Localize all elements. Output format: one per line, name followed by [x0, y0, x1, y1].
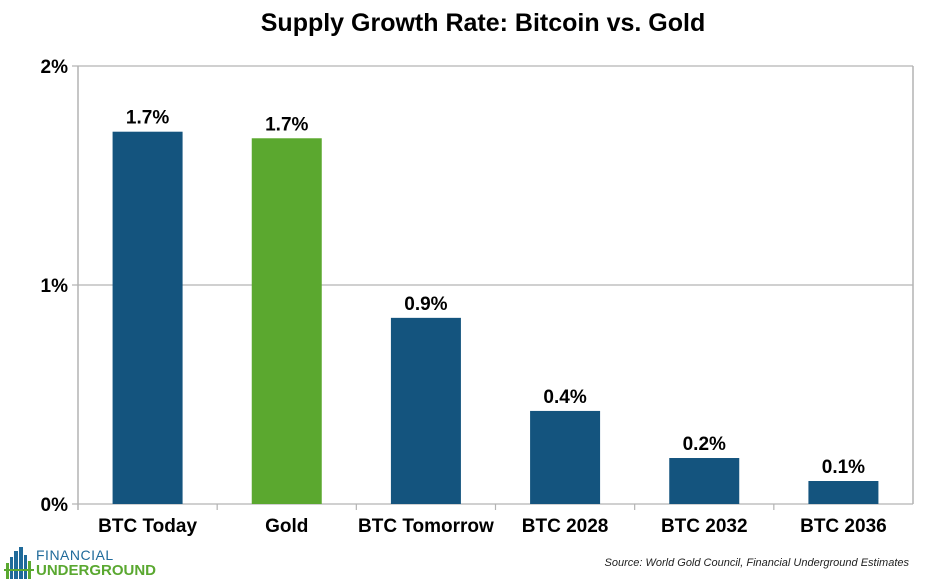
x-tick-label: BTC 2028	[522, 516, 609, 537]
financial-underground-logo: FINANCIAL UNDERGROUND	[4, 545, 156, 579]
bar	[669, 458, 740, 504]
x-tick-label: BTC Today	[98, 516, 197, 537]
source-note: Source: World Gold Council, Financial Un…	[604, 557, 909, 569]
x-tick-label: BTC 2032	[661, 516, 748, 537]
data-label: 0.4%	[543, 387, 586, 408]
y-tick-label: 0%	[41, 495, 69, 516]
data-label: 0.9%	[404, 294, 447, 315]
data-label: 0.2%	[683, 434, 726, 455]
y-tick-label: 2%	[41, 57, 69, 78]
bars	[112, 131, 879, 504]
logo-text-underground: UNDERGROUND	[36, 562, 156, 579]
y-tick-label: 1%	[41, 276, 69, 297]
chart-title: Supply Growth Rate: Bitcoin vs. Gold	[261, 9, 705, 37]
bar	[112, 131, 183, 504]
data-label: 0.1%	[822, 457, 865, 478]
data-label: 1.7%	[126, 108, 169, 129]
data-label: 1.7%	[265, 114, 308, 135]
x-tick-label: Gold	[265, 516, 308, 537]
gridlines	[72, 65, 914, 510]
x-tick-label: BTC Tomorrow	[358, 516, 494, 537]
x-axis-labels: BTC Today Gold BTC Tomorrow BTC 2028 BTC 203…	[98, 516, 887, 537]
bar	[251, 138, 322, 504]
skyline-icon	[4, 547, 34, 579]
data-labels: 1.7% 1.7% 0.9% 0.4% 0.2% 0.1%	[126, 108, 865, 478]
x-tick-label: BTC 2036	[800, 516, 887, 537]
bar	[808, 481, 879, 504]
y-axis-ticks: 0% 1% 2%	[41, 57, 69, 516]
logo-text-financial: FINANCIAL	[36, 547, 114, 563]
bar	[390, 317, 461, 504]
bar	[530, 410, 601, 504]
